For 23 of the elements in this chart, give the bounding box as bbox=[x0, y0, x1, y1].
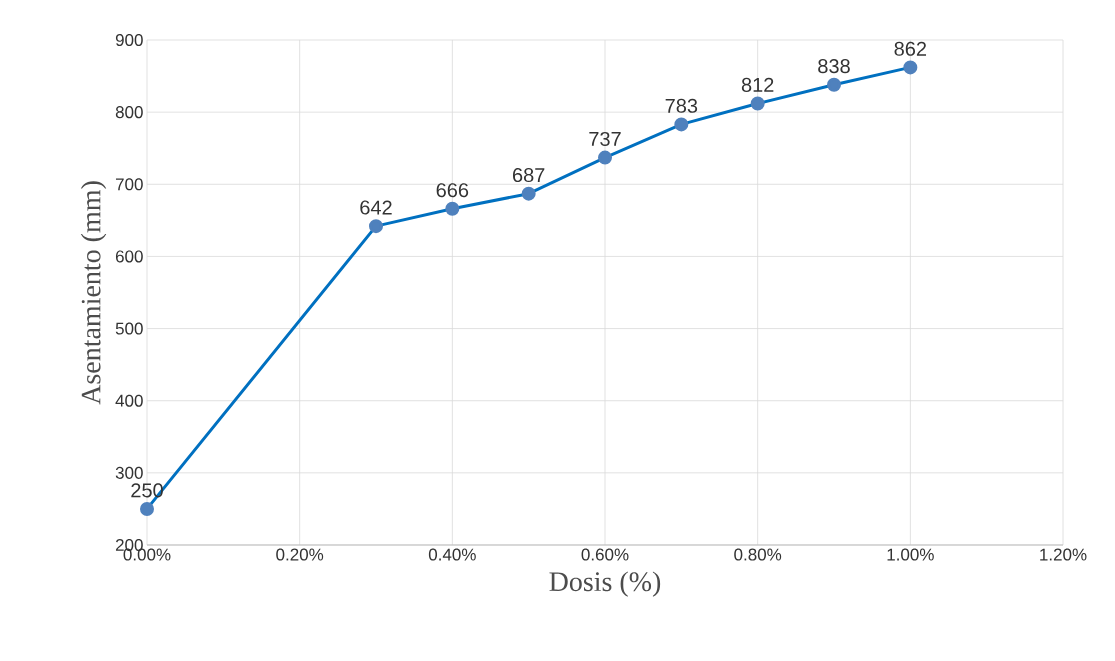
data-label: 838 bbox=[818, 59, 850, 74]
data-label: 687 bbox=[513, 167, 545, 183]
data-label: 642 bbox=[360, 200, 392, 215]
y-tick-label: 600 bbox=[115, 250, 143, 263]
data-label: 783 bbox=[665, 98, 698, 113]
x-tick-label: 0.20% bbox=[276, 548, 324, 561]
data-label: 737 bbox=[589, 131, 621, 147]
y-tick-label: 700 bbox=[115, 178, 143, 191]
data-label: 812 bbox=[741, 77, 774, 92]
x-tick-label: 0.80% bbox=[734, 548, 782, 561]
y-axis-title: Asentamiento (mm) bbox=[80, 181, 107, 405]
y-tick-label: 400 bbox=[115, 394, 143, 407]
y-tick-label: 900 bbox=[115, 33, 143, 47]
x-axis-title: Dosis (%) bbox=[549, 571, 661, 597]
x-tick-label: 1.20% bbox=[1040, 548, 1087, 561]
data-label: 862 bbox=[894, 41, 927, 56]
y-tick-label: 300 bbox=[115, 466, 143, 479]
y-tick-label: 500 bbox=[115, 322, 143, 335]
y-tick-label: 800 bbox=[115, 106, 143, 119]
x-tick-label: 0.40% bbox=[428, 548, 476, 561]
data-label: 666 bbox=[436, 183, 469, 198]
x-tick-label: 0.60% bbox=[581, 548, 629, 561]
x-tick-label: 1.00% bbox=[887, 548, 934, 561]
